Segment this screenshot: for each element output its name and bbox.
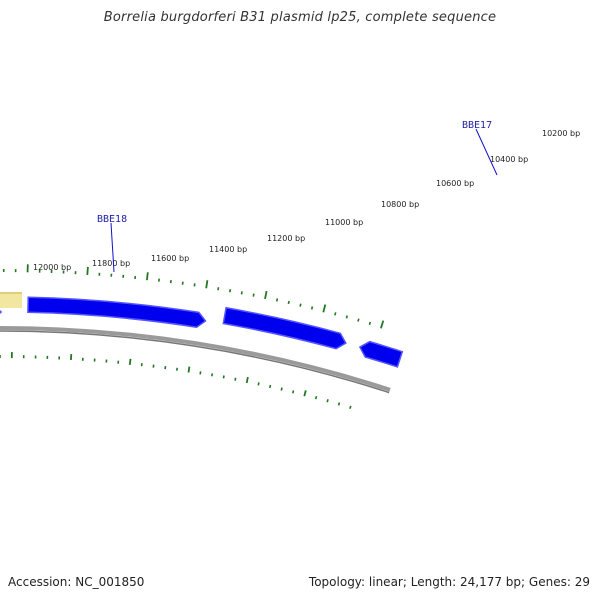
minor-tick [299, 303, 302, 307]
major-tick [322, 304, 327, 313]
minor-tick [234, 377, 237, 381]
tick-label-12000: 12000 bp [33, 263, 71, 272]
genes-value: 29 [574, 575, 590, 589]
minor-tick [257, 382, 260, 386]
length-value: 24,177 bp [460, 575, 522, 589]
major-tick [245, 376, 249, 384]
gene-label-line-bbe17 [475, 128, 498, 176]
minor-tick [252, 293, 255, 297]
inner-tick-track [0, 352, 352, 409]
minor-tick [314, 395, 318, 400]
accession-value: NC_001850 [75, 575, 145, 589]
tick-label-11400: 11400 bp [209, 245, 247, 254]
minor-tick [368, 321, 372, 326]
length-label: Length: [410, 575, 457, 589]
minor-tick [326, 399, 329, 403]
major-tick [303, 390, 307, 397]
minor-tick [357, 318, 360, 322]
minor-tick [275, 298, 279, 302]
minor-tick [334, 312, 337, 316]
major-tick [205, 280, 209, 289]
tick-label-11200: 11200 bp [267, 234, 305, 243]
accession-label: Accession: [8, 575, 72, 589]
sequence-summary: Topology: linear; Length: 24,177 bp; Gen… [308, 575, 590, 589]
major-tick [86, 266, 89, 275]
backbone-outer [0, 326, 391, 392]
gene-label-line-bbe18 [110, 222, 115, 273]
gene-label-bbe18[interactable]: BBE18 [97, 214, 127, 225]
major-tick [146, 272, 149, 281]
accession-info: Accession: NC_001850 [8, 575, 144, 589]
tick-label-11800: 11800 bp [92, 259, 130, 268]
gene-arrow-right-edge[interactable] [358, 340, 404, 368]
minor-tick [217, 287, 220, 291]
minor-tick [280, 387, 283, 391]
minor-tick [269, 384, 272, 389]
highlight-box [0, 292, 22, 308]
tick-label-11600: 11600 bp [151, 254, 189, 263]
highlight-rect [0, 292, 22, 308]
minor-tick [287, 300, 290, 305]
minor-tick [310, 306, 314, 310]
major-tick [128, 358, 132, 366]
minor-tick [349, 405, 352, 409]
tick-label-10800: 10800 bp [381, 200, 419, 209]
outer-tick-track [2, 264, 385, 329]
gene-features [0, 296, 404, 368]
topology-label: Topology: [308, 575, 366, 589]
sequence-backbone [0, 326, 391, 394]
minor-tick [240, 291, 243, 295]
tick-label-10400: 10400 bp [490, 155, 528, 164]
backbone-inner [0, 330, 390, 394]
gene-label-bbe17[interactable]: BBE17 [462, 120, 492, 131]
gene-arrow-bbe18[interactable] [27, 296, 207, 328]
minor-tick [222, 375, 225, 379]
gene-arrow-bbe17[interactable] [222, 306, 347, 350]
minor-tick [292, 390, 295, 394]
major-tick [380, 320, 385, 329]
tick-label-10200: 10200 bp [542, 129, 580, 138]
major-tick [187, 366, 191, 373]
genes-label: Genes: [528, 575, 571, 589]
page-title: Borrelia burgdorferi B31 plasmid lp25, c… [103, 10, 497, 25]
minor-tick [345, 315, 348, 319]
major-tick [264, 290, 268, 300]
tick-label-11000: 11000 bp [325, 218, 363, 227]
topology-value: linear [368, 575, 403, 589]
minor-tick [229, 289, 232, 293]
tick-label-10600: 10600 bp [436, 179, 474, 188]
minor-tick [211, 373, 214, 377]
minor-tick [337, 402, 341, 406]
gene-arrow-left-edge[interactable] [0, 305, 3, 319]
